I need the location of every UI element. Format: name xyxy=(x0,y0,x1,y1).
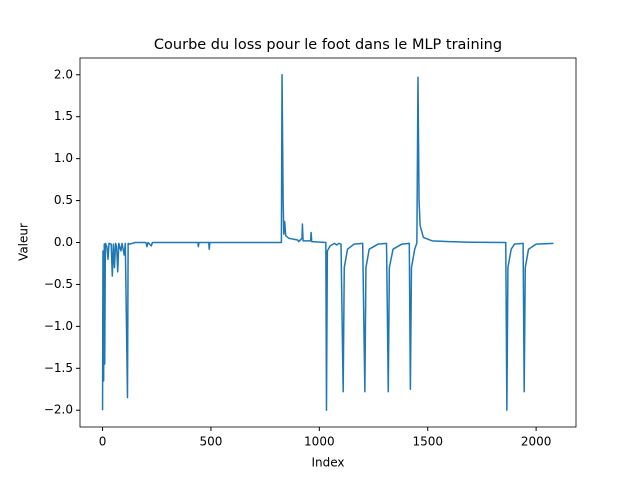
y-tick-label: 0.5 xyxy=(54,193,73,207)
x-axis-label: Index xyxy=(311,456,344,470)
y-tick-label: −2.0 xyxy=(44,403,73,417)
y-tick-label: 0.0 xyxy=(54,235,73,249)
y-tick-label: 1.0 xyxy=(54,151,73,165)
x-tick-label: 500 xyxy=(199,435,222,449)
y-axis-label: Valeur xyxy=(17,223,31,261)
plot-frame xyxy=(79,57,577,428)
x-tick-label: 1000 xyxy=(304,435,335,449)
x-tick-label: 0 xyxy=(99,435,107,449)
x-tick-label: 1500 xyxy=(412,435,443,449)
y-tick-label: −1.0 xyxy=(44,319,73,333)
y-tick-label: −0.5 xyxy=(44,277,73,291)
y-tick-label: 1.5 xyxy=(54,109,73,123)
line-series xyxy=(101,74,554,411)
x-tick-label: 2000 xyxy=(521,435,552,449)
chart-title: Courbe du loss pour le foot dans le MLP … xyxy=(154,37,502,53)
y-tick-label: 2.0 xyxy=(54,67,73,81)
y-tick-label: −1.5 xyxy=(44,361,73,375)
